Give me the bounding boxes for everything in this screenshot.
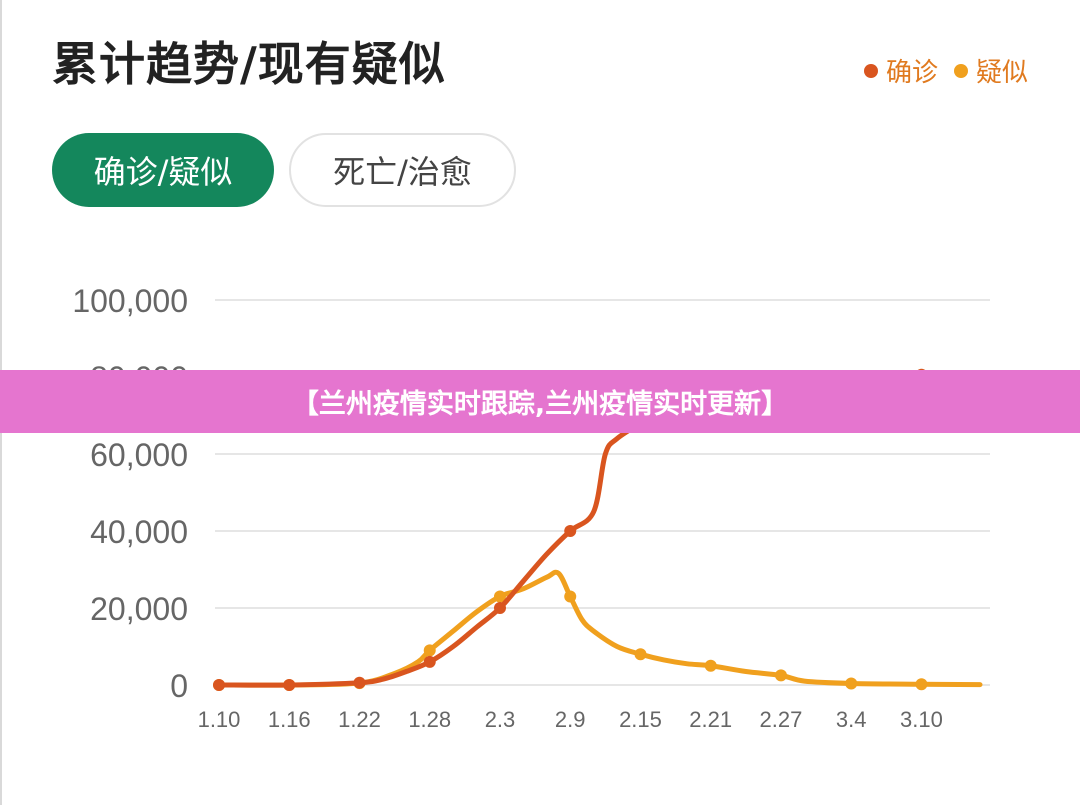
legend-label-suspected: 疑似	[975, 58, 1028, 88]
chart-legend: 确诊 疑似	[848, 52, 1028, 89]
data-point-suspected	[564, 590, 577, 603]
data-point-suspected	[774, 669, 787, 682]
y-tick-label: 60,000	[90, 437, 188, 473]
tab-death-cured[interactable]: 死亡/治愈	[289, 133, 516, 207]
legend-dot-suspected	[953, 63, 968, 78]
x-tick-label: 2.3	[485, 707, 516, 732]
overlay-banner: 【兰州疫情实时跟踪,兰州疫情实时更新】	[0, 370, 1080, 433]
x-tick-label: 2.15	[619, 707, 662, 732]
tab-label: 死亡/治愈	[333, 153, 472, 191]
data-point-suspected	[493, 590, 506, 603]
x-tick-label: 2.27	[760, 707, 803, 732]
page-title: 累计趋势/现有疑似	[52, 37, 446, 91]
data-point-suspected	[423, 644, 436, 657]
data-point-suspected	[704, 659, 717, 672]
x-tick-label: 1.28	[408, 707, 451, 732]
x-tick-label: 1.22	[338, 707, 381, 732]
legend-item-confirmed[interactable]: 确诊	[863, 52, 938, 89]
data-point-confirmed	[493, 602, 506, 614]
legend-item-suspected[interactable]: 疑似	[953, 52, 1028, 89]
x-tick-label: 1.10	[198, 707, 241, 732]
series-line-suspected	[216, 569, 983, 688]
x-tick-label: 2.21	[689, 707, 732, 732]
y-tick-label: 100,000	[72, 283, 188, 319]
data-point-confirmed	[564, 525, 577, 537]
legend-label-confirmed: 确诊	[885, 58, 938, 88]
data-point-suspected	[915, 678, 928, 691]
x-tick-label: 1.16	[268, 707, 311, 732]
data-point-suspected	[845, 677, 858, 690]
y-tick-label: 20,000	[90, 591, 188, 627]
tab-confirmed-suspected[interactable]: 确诊/疑似	[52, 133, 274, 207]
data-point-confirmed	[283, 679, 296, 691]
data-point-suspected	[634, 648, 647, 661]
legend-dot-confirmed	[863, 63, 878, 78]
data-point-confirmed	[213, 679, 225, 691]
x-tick-label: 3.4	[836, 707, 867, 732]
y-tick-label: 0	[170, 668, 188, 704]
banner-text: 【兰州疫情实时跟踪,兰州疫情实时更新】	[291, 389, 789, 420]
x-tick-label: 3.10	[900, 707, 943, 732]
data-point-confirmed	[353, 676, 366, 689]
data-point-confirmed	[423, 655, 436, 668]
x-tick-label: 2.9	[555, 707, 586, 732]
tab-label: 确诊/疑似	[93, 153, 233, 191]
y-tick-label: 40,000	[90, 514, 188, 550]
